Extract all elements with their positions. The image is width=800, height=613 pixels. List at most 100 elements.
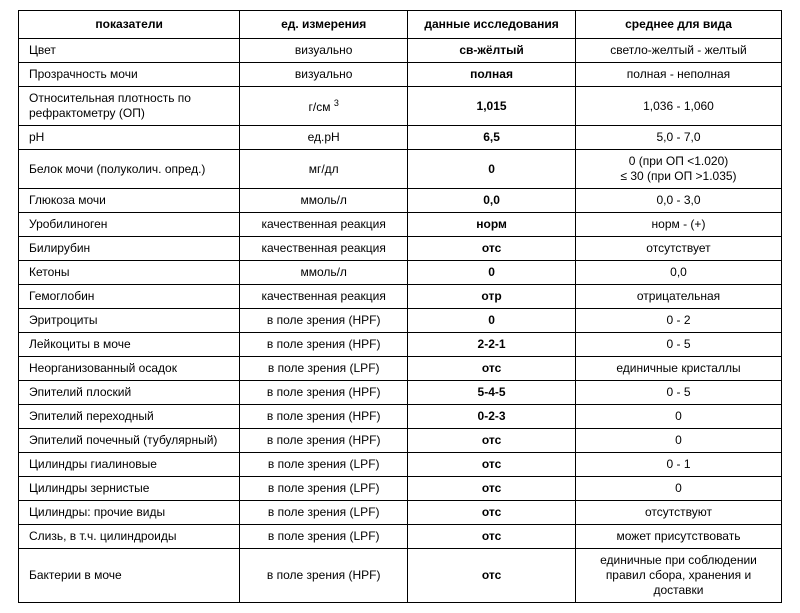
table-row: Глюкоза мочиммоль/л0,00,0 - 3,0 (19, 189, 782, 213)
table-row: Цветвизуальносв-жёлтыйсветло-желтый - же… (19, 39, 782, 63)
cell-ref: норм - (+) (575, 213, 781, 237)
cell-param: Цилиндры зернистые (19, 477, 240, 501)
table-row: Уробилиногенкачественная реакциянормнорм… (19, 213, 782, 237)
cell-unit: в поле зрения (LPF) (240, 453, 408, 477)
cell-ref: полная - неполная (575, 63, 781, 87)
cell-param: Цвет (19, 39, 240, 63)
cell-param: Билирубин (19, 237, 240, 261)
table-row: Цилиндры гиалиновыев поле зрения (LPF)от… (19, 453, 782, 477)
cell-param: Уробилиноген (19, 213, 240, 237)
cell-result: 0,0 (408, 189, 576, 213)
cell-unit: качественная реакция (240, 285, 408, 309)
cell-result: 0 (408, 261, 576, 285)
cell-result: норм (408, 213, 576, 237)
cell-result: св-жёлтый (408, 39, 576, 63)
cell-unit: визуально (240, 39, 408, 63)
cell-result: 2-2-1 (408, 333, 576, 357)
table-row: Эпителий плоскийв поле зрения (HPF)5-4-5… (19, 381, 782, 405)
cell-result: отс (408, 357, 576, 381)
cell-param: Эпителий плоский (19, 381, 240, 405)
cell-ref: отрицательная (575, 285, 781, 309)
table-header: показатели ед. измерения данные исследов… (19, 11, 782, 39)
cell-unit: ммоль/л (240, 261, 408, 285)
cell-ref: 0 - 5 (575, 381, 781, 405)
table-row: Цилиндры: прочие видыв поле зрения (LPF)… (19, 501, 782, 525)
cell-ref: 1,036 - 1,060 (575, 87, 781, 126)
cell-param: Эпителий переходный (19, 405, 240, 429)
cell-result: отс (408, 501, 576, 525)
cell-result: отс (408, 549, 576, 603)
cell-result: 0-2-3 (408, 405, 576, 429)
table-row: Бактерии в мочев поле зрения (HPF)отседи… (19, 549, 782, 603)
cell-result: полная (408, 63, 576, 87)
cell-ref: 0 (при ОП <1.020)≤ 30 (при ОП >1.035) (575, 150, 781, 189)
cell-param: Относительная плотность по рефрактометру… (19, 87, 240, 126)
urinalysis-table: показатели ед. измерения данные исследов… (18, 10, 782, 603)
cell-param: Бактерии в моче (19, 549, 240, 603)
table-row: Относительная плотность по рефрактометру… (19, 87, 782, 126)
cell-param: Прозрачность мочи (19, 63, 240, 87)
cell-unit: в поле зрения (LPF) (240, 501, 408, 525)
cell-ref: 0,0 - 3,0 (575, 189, 781, 213)
cell-result: 0 (408, 309, 576, 333)
cell-result: 6,5 (408, 126, 576, 150)
cell-ref: светло-желтый - желтый (575, 39, 781, 63)
cell-unit: в поле зрения (HPF) (240, 405, 408, 429)
table-row: Лейкоциты в мочев поле зрения (HPF)2-2-1… (19, 333, 782, 357)
cell-param: Цилиндры: прочие виды (19, 501, 240, 525)
cell-unit: в поле зрения (HPF) (240, 549, 408, 603)
cell-unit: в поле зрения (HPF) (240, 309, 408, 333)
cell-unit: ед.pH (240, 126, 408, 150)
cell-unit: в поле зрения (HPF) (240, 381, 408, 405)
cell-ref: 0 - 1 (575, 453, 781, 477)
cell-result: отр (408, 285, 576, 309)
cell-param: Слизь, в т.ч. цилиндроиды (19, 525, 240, 549)
cell-result: отс (408, 477, 576, 501)
table-row: Билирубинкачественная реакцияотсотсутств… (19, 237, 782, 261)
col-header-ref: среднее для вида (575, 11, 781, 39)
cell-unit: ммоль/л (240, 189, 408, 213)
cell-param: Кетоны (19, 261, 240, 285)
cell-ref: единичные кристаллы (575, 357, 781, 381)
cell-param: Гемоглобин (19, 285, 240, 309)
cell-result: отс (408, 525, 576, 549)
table-row: Неорганизованный осадокв поле зрения (LP… (19, 357, 782, 381)
cell-param: Глюкоза мочи (19, 189, 240, 213)
cell-ref: 0 (575, 405, 781, 429)
cell-ref: 0,0 (575, 261, 781, 285)
cell-result: 0 (408, 150, 576, 189)
cell-param: Неорганизованный осадок (19, 357, 240, 381)
cell-ref: 0 (575, 477, 781, 501)
table-row: Гемоглобинкачественная реакцияотротрицат… (19, 285, 782, 309)
cell-unit: в поле зрения (HPF) (240, 333, 408, 357)
cell-param: Эпителий почечный (тубулярный) (19, 429, 240, 453)
table-row: Эпителий почечный (тубулярный)в поле зре… (19, 429, 782, 453)
cell-ref: 0 (575, 429, 781, 453)
table-row: Эпителий переходныйв поле зрения (HPF)0-… (19, 405, 782, 429)
cell-result: 1,015 (408, 87, 576, 126)
cell-unit: в поле зрения (LPF) (240, 477, 408, 501)
table-row: Прозрачность мочивизуальнополнаяполная -… (19, 63, 782, 87)
table-row: pHед.pH6,55,0 - 7,0 (19, 126, 782, 150)
cell-param: Лейкоциты в моче (19, 333, 240, 357)
cell-ref: может присутствовать (575, 525, 781, 549)
cell-unit: в поле зрения (LPF) (240, 525, 408, 549)
col-header-unit: ед. измерения (240, 11, 408, 39)
cell-unit: в поле зрения (HPF) (240, 429, 408, 453)
cell-unit: мг/дл (240, 150, 408, 189)
cell-unit: качественная реакция (240, 213, 408, 237)
cell-result: 5-4-5 (408, 381, 576, 405)
table-row: Белок мочи (полуколич. опред.)мг/дл00 (п… (19, 150, 782, 189)
cell-ref: единичные при соблюдении правил сбора, х… (575, 549, 781, 603)
cell-ref: 5,0 - 7,0 (575, 126, 781, 150)
cell-unit: визуально (240, 63, 408, 87)
cell-param: pH (19, 126, 240, 150)
cell-param: Цилиндры гиалиновые (19, 453, 240, 477)
cell-result: отс (408, 453, 576, 477)
cell-unit: г/см 3 (240, 87, 408, 126)
col-header-result: данные исследования (408, 11, 576, 39)
cell-result: отс (408, 237, 576, 261)
cell-result: отс (408, 429, 576, 453)
cell-unit: в поле зрения (LPF) (240, 357, 408, 381)
table-body: Цветвизуальносв-жёлтыйсветло-желтый - же… (19, 39, 782, 603)
